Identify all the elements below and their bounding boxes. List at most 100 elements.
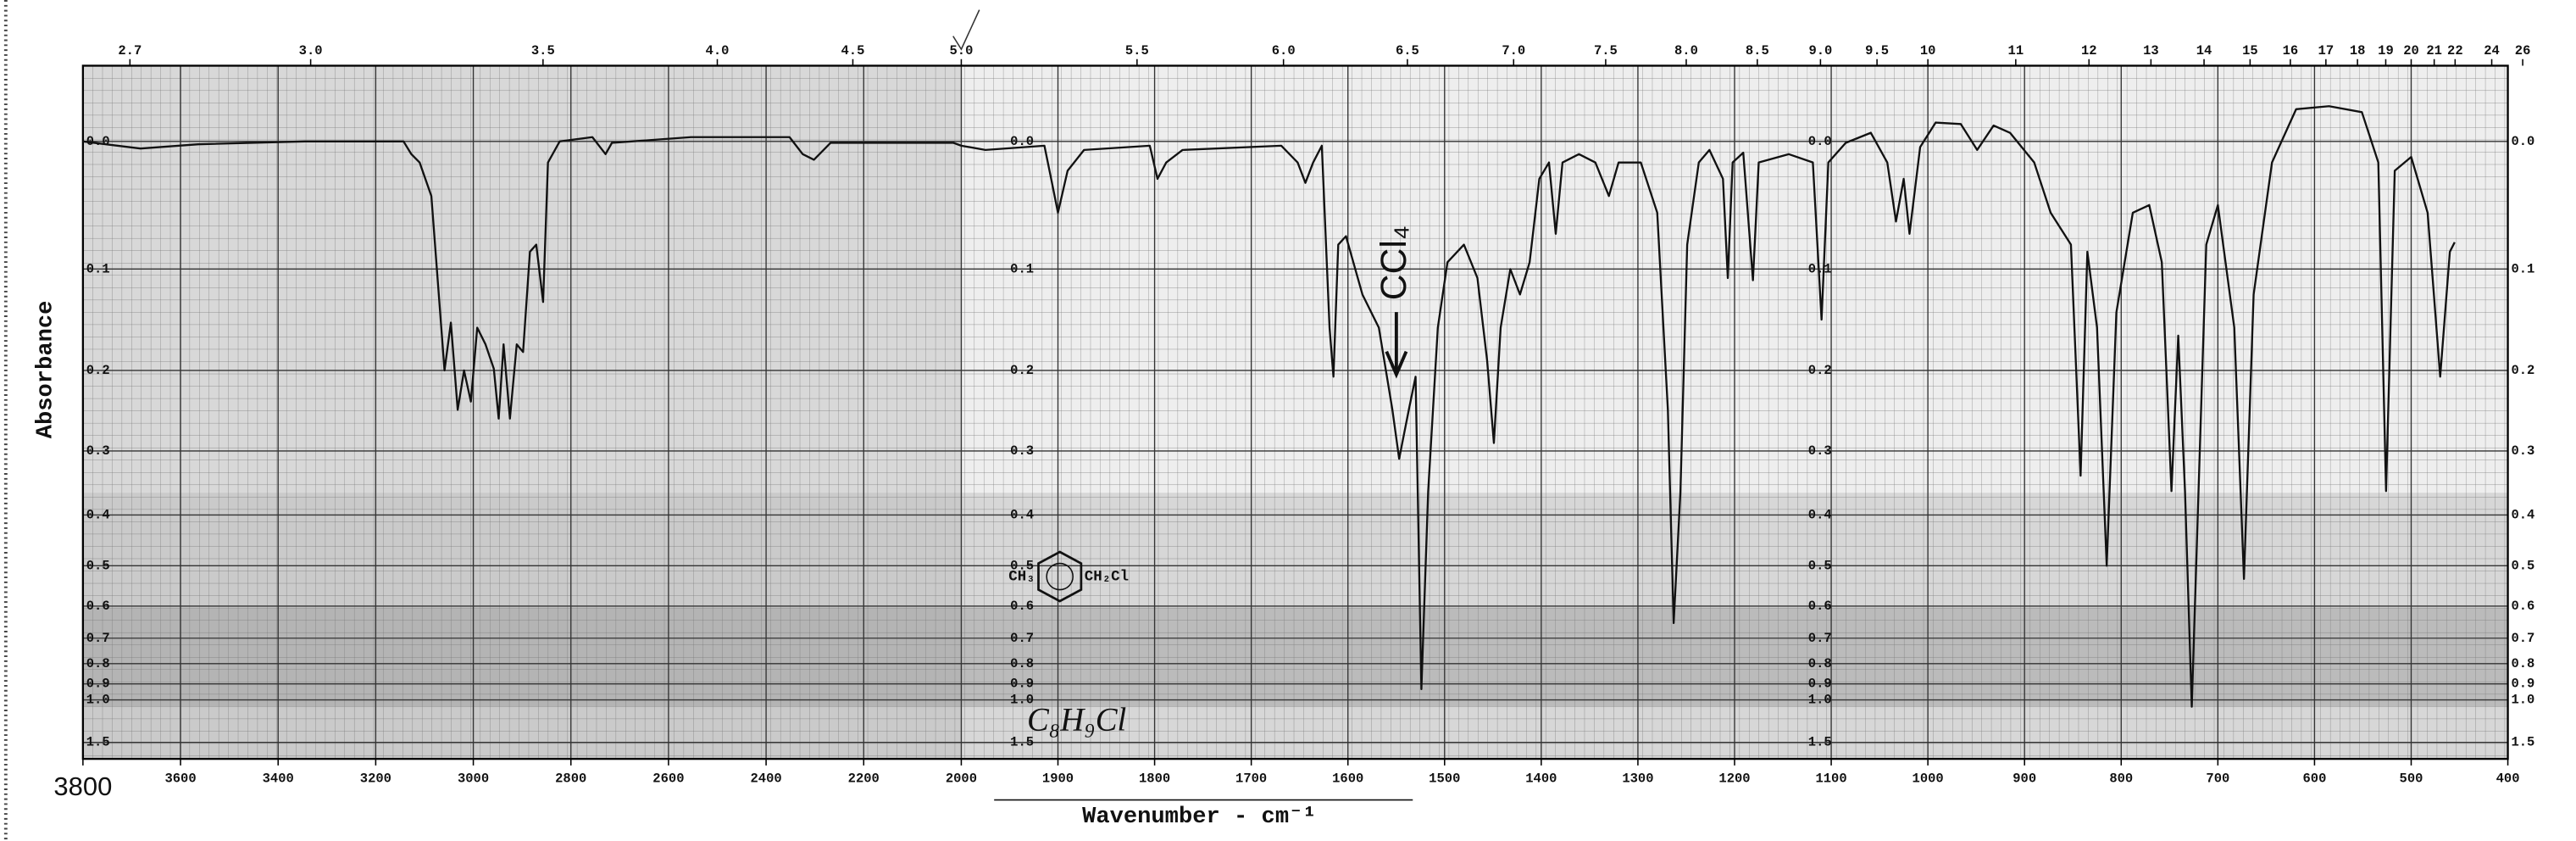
y-tick-label: 0.1 — [86, 261, 110, 276]
y-tick-label: 1.0 — [1808, 693, 1832, 708]
y-tick-label: 0.3 — [1808, 443, 1832, 459]
x2-tick-label: 18 — [2350, 43, 2366, 58]
x2-tick-label: 4.5 — [841, 43, 865, 58]
y-tick-label: 0.4 — [1808, 507, 1832, 522]
y-tick-label: 0.7 — [2511, 631, 2534, 646]
x2-tick-label: 16 — [2283, 43, 2299, 58]
y-tick-label: 0.1 — [1808, 261, 1832, 276]
x-tick-label: 3400 — [263, 771, 294, 786]
grid — [82, 65, 2509, 760]
y-tick-label: 0.4 — [2511, 507, 2534, 522]
x2-tick-label: 3.5 — [531, 43, 555, 58]
x-tick-label: 3200 — [360, 771, 391, 786]
y-tick-label: 1.0 — [1010, 693, 1034, 708]
y-tick-label: 0.6 — [86, 599, 110, 614]
structure-left: CH₃ — [1008, 569, 1035, 586]
x2-tick-label: 20 — [2403, 43, 2419, 58]
x2-tick-label: 5.5 — [1125, 43, 1149, 58]
y-axis-title: Absorbance — [32, 301, 58, 439]
x-tick-label: 1000 — [1913, 771, 1944, 786]
x-tick-label: 500 — [2400, 771, 2423, 786]
y-tick-label: 0.9 — [2511, 677, 2534, 692]
y-tick-label: 0.5 — [1010, 558, 1034, 573]
x2-tick-label: 17 — [2318, 43, 2334, 58]
x2-tick-label: 8.0 — [1674, 43, 1698, 58]
y-tick-label: 0.9 — [86, 677, 110, 692]
x-tick-label: 1500 — [1429, 771, 1460, 786]
y-tick-label: 0.6 — [1010, 599, 1034, 614]
x2-tick-label: 21 — [2426, 43, 2442, 58]
x2-tick-label: 14 — [2196, 43, 2212, 58]
x-tick-label: 1100 — [1815, 771, 1846, 786]
y-tick-label: 0.4 — [86, 507, 110, 522]
y-tick-label: 1.0 — [2511, 693, 2534, 708]
x2-tick-label: 5.0 — [949, 43, 973, 58]
x2-tick-label: 2.7 — [118, 43, 142, 58]
x2-tick-label: 8.5 — [1746, 43, 1769, 58]
y-tick-label: 0.8 — [1808, 656, 1832, 671]
y-tick-label: 0.3 — [2511, 443, 2534, 459]
x2-tick-label: 11 — [2008, 43, 2024, 58]
check-mark — [952, 9, 980, 51]
x-tick-label: 2400 — [750, 771, 781, 786]
y-tick-label: 0.6 — [1808, 599, 1832, 614]
y-tick-label: 0.9 — [1808, 677, 1832, 692]
y-tick-label: 1.5 — [86, 735, 110, 750]
y-tick-label: 0.9 — [1010, 677, 1034, 692]
formula: C₈H₉Cl — [1027, 701, 1126, 738]
x2-tick-label: 12 — [2081, 43, 2097, 58]
x-tick-label: 1400 — [1525, 771, 1557, 786]
y-tick-label: 0.0 — [2511, 134, 2534, 149]
x2-tick-label: 10 — [1920, 43, 1936, 58]
y-tick-label: 0.8 — [2511, 656, 2534, 671]
x2-tick-label: 13 — [2143, 43, 2159, 58]
y-tick-label: 1.5 — [2511, 735, 2534, 750]
y-tick-label: 0.8 — [1010, 656, 1034, 671]
x2-tick-label: 9.0 — [1808, 43, 1832, 58]
x-tick-label: 900 — [2012, 771, 2036, 786]
benzene-ring-inner — [1046, 562, 1074, 591]
x-tick-label: 2600 — [652, 771, 684, 786]
solvent-arrowhead — [1385, 350, 1408, 379]
spectrum-line — [82, 105, 2456, 708]
y-tick-label: 0.4 — [1010, 507, 1034, 522]
y-tick-label: 0.1 — [2511, 261, 2534, 276]
x-axis-title: Wavenumber - cm⁻¹ — [1082, 804, 1317, 830]
x2-tick-label: 24 — [2484, 43, 2500, 58]
y-tick-label: 0.5 — [1808, 558, 1832, 573]
tick-labels: 0.0 0.0 0.0 0.0 0.1 0.1 0.1 0.1 0.2 0.2 0.2 0.2 0.3 0… — [53, 43, 2534, 801]
benzene-ring — [1037, 550, 1083, 603]
x2-tick-label: 7.5 — [1594, 43, 1618, 58]
y-tick-label: 0.5 — [2511, 558, 2534, 573]
y-tick-label: 0.5 — [86, 558, 110, 573]
y-tick-label: 0.7 — [1010, 631, 1034, 646]
x2-tick-label: 6.0 — [1272, 43, 1296, 58]
x2-tick-label: 19 — [2378, 43, 2394, 58]
y-tick-label: 0.0 — [1010, 134, 1034, 149]
x-tick-label: 2000 — [946, 771, 977, 786]
x-tick-label: 1600 — [1332, 771, 1363, 786]
y-tick-label: 0.2 — [2511, 363, 2534, 378]
y-tick-label: 0.6 — [2511, 599, 2534, 614]
minor-grid — [82, 65, 2508, 760]
y-tick-label: 0.2 — [86, 363, 110, 378]
x2-tick-label: 9.5 — [1865, 43, 1889, 58]
y-tick-label: 0.2 — [1808, 363, 1832, 378]
x-tick-label: 1700 — [1235, 771, 1267, 786]
y-tick-label: 0.7 — [86, 631, 110, 646]
x-tick-label: 1300 — [1622, 771, 1653, 786]
x-tick-label: 3600 — [164, 771, 196, 786]
x-tick-label: 600 — [2302, 771, 2326, 786]
x2-tick-label: 22 — [2447, 43, 2463, 58]
plot-frame — [81, 64, 2509, 760]
x-tick-label: 1900 — [1042, 771, 1074, 786]
y-tick-label: 1.5 — [1010, 735, 1034, 750]
y-tick-label: 0.2 — [1010, 363, 1034, 378]
x2-tick-label: 6.5 — [1396, 43, 1419, 58]
x-tick-label: 800 — [2109, 771, 2133, 786]
x-tick-label: 2200 — [848, 771, 880, 786]
y-tick-label: 0.1 — [1010, 261, 1034, 276]
y-tick-label: 0.0 — [1808, 134, 1832, 149]
